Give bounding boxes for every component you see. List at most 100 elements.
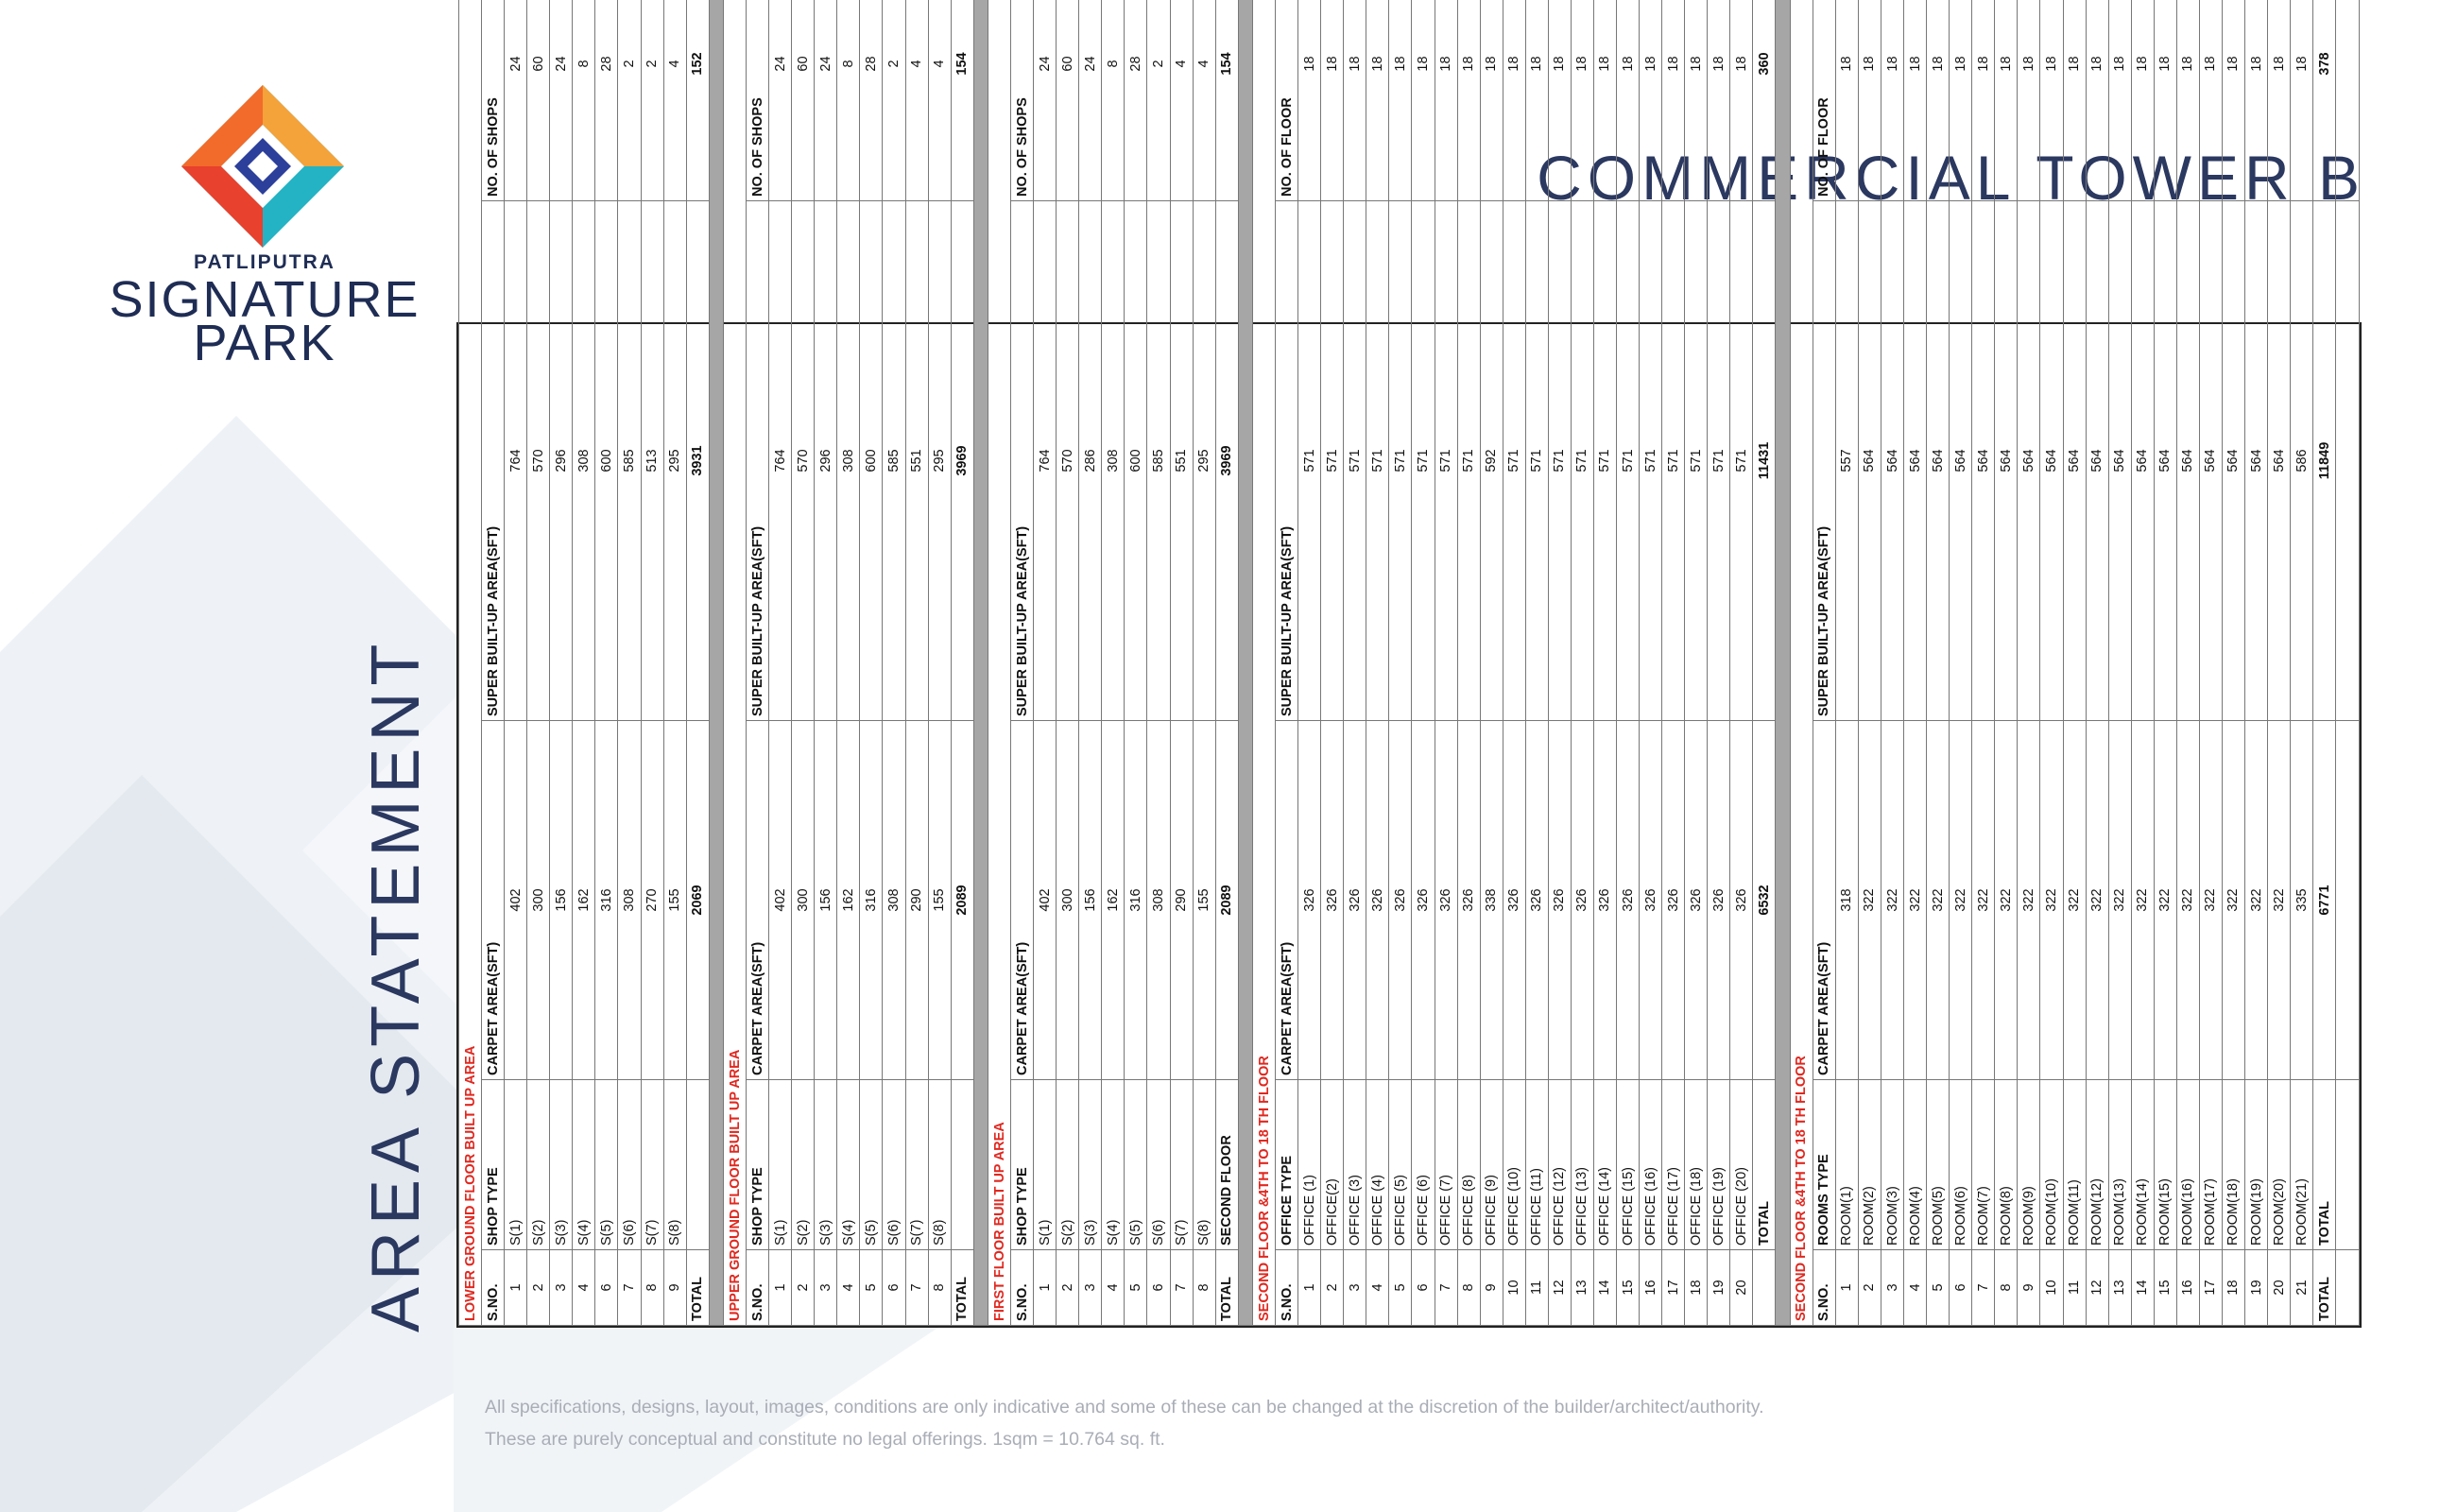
table-cell: 571 (1503, 200, 1526, 721)
table-cell: 286 (1078, 200, 1102, 721)
table-cell: OFFICE(2) (1320, 1079, 1344, 1250)
table-cell: S(3) (814, 1079, 837, 1250)
total-cell: 3969 (951, 200, 974, 721)
total-cell: 154 (951, 0, 974, 201)
table-cell: 2 (1056, 1249, 1079, 1326)
table-cell: 322 (2199, 720, 2223, 1080)
table-cell: OFFICE (14) (1593, 1079, 1617, 1250)
table-cell: ROOM(2) (1858, 1079, 1881, 1250)
table-row: 7S(7)29055142204 (905, 0, 929, 1326)
table-cell: 570 (791, 200, 815, 721)
table-cell: 326 (1388, 720, 1412, 1080)
logo-mark-icon (181, 85, 344, 248)
table-cell: S(1) (1033, 1079, 1057, 1250)
table-cell: 564 (1971, 200, 1995, 721)
column-header: SHOP TYPE (481, 1079, 505, 1250)
table-cell: 18 (2290, 0, 2313, 201)
table-cell: 564 (2063, 200, 2087, 721)
table-cell: 322 (2039, 720, 2063, 1080)
table-row: 1S(1)4027642418331 (768, 0, 792, 1326)
column-header: NO. OF FLOOR (1275, 0, 1298, 201)
table-cell: 402 (504, 720, 527, 1080)
table-cell: 564 (2086, 200, 2109, 721)
table-cell: 3 (1881, 1249, 1904, 1326)
table-cell: ROOM(17) (2199, 1079, 2223, 1250)
table-cell: 24 (1078, 0, 1102, 201)
table-cell: 5 (1124, 1249, 1147, 1326)
table-cell: 155 (1193, 720, 1216, 1080)
table-cell: 6 (1146, 1249, 1170, 1326)
table-cell: 9 (2017, 1249, 2040, 1326)
table-cell: 18 (1297, 0, 1321, 201)
table-cell: 270 (641, 720, 664, 1080)
table-cell: 7 (1170, 1249, 1194, 1326)
table-cell: 162 (1101, 720, 1125, 1080)
column-header: CARPET AREA(SFT) (481, 720, 505, 1080)
column-header: NO. OF SHOPS (481, 0, 505, 201)
section-separator (973, 0, 988, 1326)
column-header: S.NO. (1010, 1249, 1034, 1326)
table-cell: 2 (526, 1249, 550, 1326)
total-cell (1752, 1249, 1776, 1326)
table-cell: 326 (1503, 720, 1526, 1080)
total-cell: 360 (1752, 0, 1776, 201)
table-cell: ROOM(13) (2108, 1079, 2132, 1250)
table-cell: 2 (641, 0, 664, 201)
table-cell: ROOM(6) (1949, 1079, 1972, 1250)
table-cell: 6 (594, 1249, 618, 1326)
table-cell: 564 (1903, 200, 1927, 721)
table-cell: 18 (2039, 0, 2063, 201)
table-cell: 24 (814, 0, 837, 201)
table-cell: 18 (1707, 0, 1730, 201)
table-cell: 12 (1548, 1249, 1572, 1326)
table-row: 7S(7)29055142204 (1170, 0, 1194, 1326)
table-cell: 308 (882, 720, 905, 1080)
table-cell: 322 (2222, 720, 2245, 1080)
table-cell: 1 (768, 1249, 792, 1326)
table-cell: 326 (1548, 720, 1572, 1080)
table-cell: 28 (1124, 0, 1147, 201)
section-title-row: SECOND FLOOR &4TH TO 18 TH FLOOR (1252, 0, 1276, 1326)
section-title-row: FIRST FLOOR BUILT UP AREA (988, 0, 1011, 1326)
table-cell: 5 (1388, 1249, 1412, 1326)
table-cell: 764 (768, 200, 792, 721)
table-cell: 18 (2267, 0, 2291, 201)
total-cell: TOTAL (1752, 1079, 1776, 1250)
logo-text-signature: SIGNATURE (109, 271, 421, 328)
table-cell: 322 (2063, 720, 2087, 1080)
column-header: SUPER BUILT-UP AREA(SFT) (746, 200, 769, 721)
table-cell: 551 (905, 200, 929, 721)
table-cell: 564 (2154, 200, 2177, 721)
table-cell: 5 (859, 1249, 883, 1326)
total-cell: 6532 (1752, 720, 1776, 1080)
total-cell: 3931 (686, 200, 710, 721)
page-title: COMMERCIAL TOWER B (1537, 143, 2365, 213)
table-cell: 557 (1835, 200, 1859, 721)
table-cell: 571 (1320, 200, 1344, 721)
table-row: 1S(1)4027642418331 (504, 0, 527, 1326)
table-row: 4S(4)16230882462 (1101, 0, 1125, 1326)
table-cell: 7 (905, 1249, 929, 1326)
table-cell: 322 (1903, 720, 1927, 1080)
table-cell: 8 (572, 0, 595, 201)
table-cell: 295 (663, 200, 687, 721)
table-cell: 571 (1684, 200, 1708, 721)
table-cell: 3 (814, 1249, 837, 1326)
table-cell: OFFICE (18) (1684, 1079, 1708, 1250)
table-cell: 326 (1616, 720, 1640, 1080)
table-cell: 571 (1435, 200, 1458, 721)
table-cell: 4 (928, 0, 952, 201)
total-cell: 6771 (2312, 720, 2336, 1080)
table-cell: 764 (504, 200, 527, 721)
column-header: ROOMS TYPE (1813, 1079, 1836, 1250)
